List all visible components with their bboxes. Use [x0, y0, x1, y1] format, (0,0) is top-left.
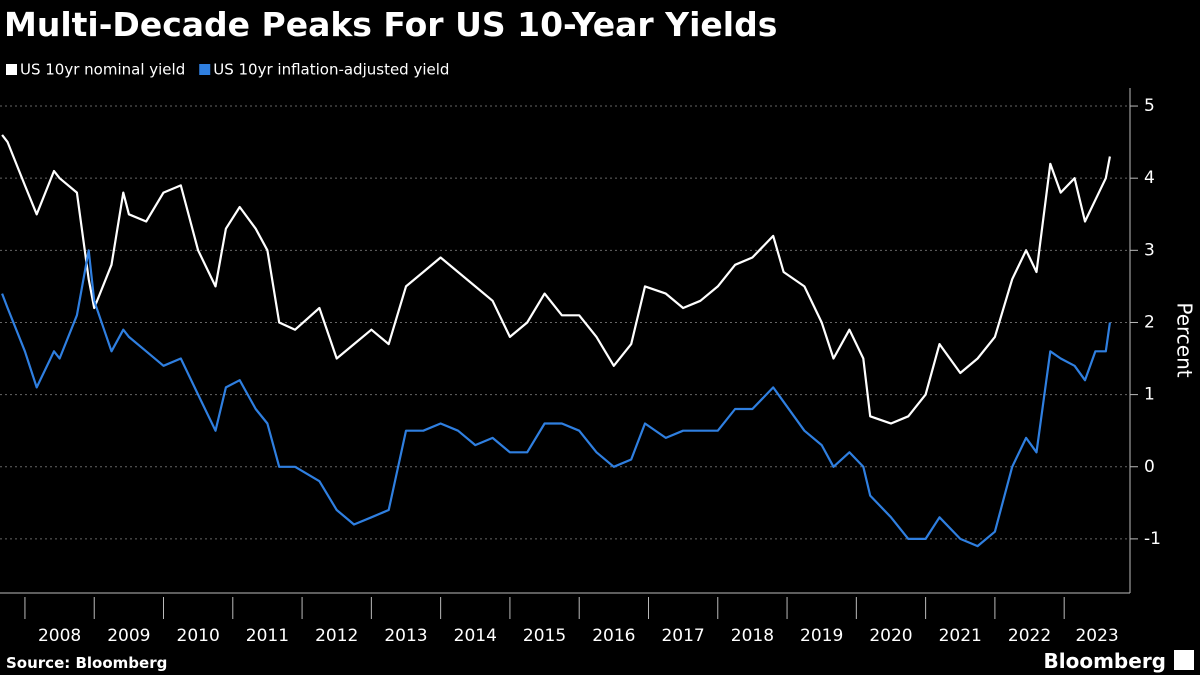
logo: Bloomberg	[1044, 649, 1166, 673]
series-line	[1, 134, 1111, 425]
series-line	[1, 249, 1111, 548]
y-axis-label: Percent	[1173, 302, 1197, 377]
x-tick-label: 2008	[38, 626, 81, 646]
x-tick-label: 2022	[1008, 626, 1051, 646]
x-tick-label: 2011	[246, 626, 289, 646]
y-tick-label: 3	[1144, 240, 1155, 260]
x-tick-label: 2021	[939, 626, 982, 646]
legend-swatch	[199, 64, 211, 75]
x-tick-label: 2015	[523, 626, 566, 646]
x-tick-label: 2016	[592, 626, 635, 646]
x-tick-label: 2020	[869, 626, 912, 646]
y-tick-label: 4	[1144, 168, 1155, 188]
legend-label: US 10yr inflation-adjusted yield	[213, 61, 449, 79]
y-tick-label: 2	[1144, 312, 1155, 332]
chart-title: Multi-Decade Peaks For US 10-Year Yields	[4, 5, 777, 44]
legend-swatch	[6, 64, 17, 75]
x-tick-label: 2019	[800, 626, 843, 646]
x-tick-label: 2014	[454, 626, 497, 646]
x-tick-label: 2017	[661, 626, 704, 646]
y-tick-label: 5	[1144, 96, 1155, 116]
logo-icon	[1174, 650, 1194, 670]
source: Source: Bloomberg	[6, 654, 167, 672]
x-tick-label: 2013	[384, 626, 427, 646]
x-tick-label: 2010	[177, 626, 220, 646]
x-tick-label: 2009	[107, 626, 150, 646]
y-tick-label: 0	[1144, 457, 1155, 477]
legend-label: US 10yr nominal yield	[20, 61, 185, 79]
x-tick-label: 2018	[731, 626, 774, 646]
x-tick-label: 2012	[315, 626, 358, 646]
y-tick-label: -1	[1144, 529, 1161, 549]
x-tick-label: 2023	[1075, 626, 1118, 646]
y-tick-label: 1	[1144, 385, 1155, 405]
